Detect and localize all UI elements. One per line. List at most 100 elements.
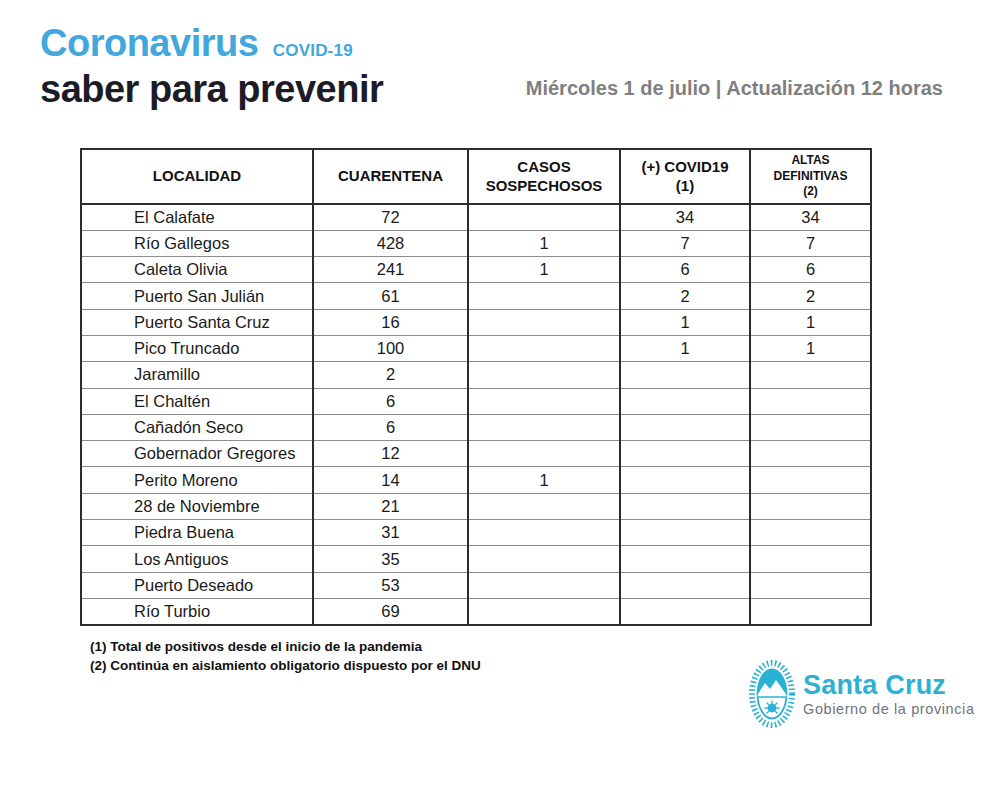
cell-covid19 <box>620 362 750 388</box>
cell-altas-definitivas <box>750 441 871 467</box>
column-header-casos-sospechosos: CASOS SOSPECHOSOS <box>468 149 620 204</box>
cell-casos-sospechosos <box>468 572 620 598</box>
column-header-localidad: LOCALIDAD <box>81 149 313 204</box>
table-row: El Calafate 72 34 34 <box>81 204 871 230</box>
table-row: Pico Truncado 100 1 1 <box>81 335 871 361</box>
table-row: Caleta Olivia 241 1 6 6 <box>81 257 871 283</box>
cell-localidad: Piedra Buena <box>81 520 313 546</box>
cell-localidad: Puerto Deseado <box>81 572 313 598</box>
dateline: Miércoles 1 de julio | Actualización 12 … <box>526 77 943 100</box>
footnotes: (1) Total de positivos desde el inicio d… <box>90 637 481 675</box>
cell-cuarentena: 12 <box>313 441 468 467</box>
cell-cuarentena: 69 <box>313 598 468 624</box>
brand-title: Coronavirus <box>40 22 258 64</box>
cell-casos-sospechosos <box>468 309 620 335</box>
cell-localidad: Los Antiguos <box>81 546 313 572</box>
cell-cuarentena: 6 <box>313 414 468 440</box>
cell-localidad: Caleta Olivia <box>81 257 313 283</box>
cell-localidad: Río Gallegos <box>81 230 313 256</box>
cell-altas-definitivas <box>750 414 871 440</box>
cell-casos-sospechosos <box>468 493 620 519</box>
cell-cuarentena: 2 <box>313 362 468 388</box>
cell-altas-definitivas <box>750 520 871 546</box>
column-header-cuarentena: CUARENTENA <box>313 149 468 204</box>
cell-localidad: 28 de Noviembre <box>81 493 313 519</box>
column-header-covid19: (+) COVID19 (1) <box>620 149 750 204</box>
cell-casos-sospechosos: 1 <box>468 230 620 256</box>
table-header: LOCALIDAD CUARENTENA CASOS SOSPECHOSOS (… <box>81 149 871 204</box>
cell-altas-definitivas <box>750 362 871 388</box>
cell-cuarentena: 21 <box>313 493 468 519</box>
page: Coronavirus COVID-19 saber para prevenir… <box>0 0 991 796</box>
cell-cuarentena: 14 <box>313 467 468 493</box>
table-row: Perito Moreno 14 1 <box>81 467 871 493</box>
cell-casos-sospechosos <box>468 362 620 388</box>
table-row: El Chaltén 6 <box>81 388 871 414</box>
cell-cuarentena: 241 <box>313 257 468 283</box>
cell-covid19 <box>620 520 750 546</box>
cell-cuarentena: 35 <box>313 546 468 572</box>
table-row: Jaramillo 2 <box>81 362 871 388</box>
cell-covid19 <box>620 598 750 624</box>
cell-localidad: Puerto San Julián <box>81 283 313 309</box>
cell-localidad: Jaramillo <box>81 362 313 388</box>
cell-covid19 <box>620 388 750 414</box>
table-container: LOCALIDAD CUARENTENA CASOS SOSPECHOSOS (… <box>80 148 870 626</box>
cell-casos-sospechosos <box>468 520 620 546</box>
cell-casos-sospechosos: 1 <box>468 467 620 493</box>
cell-covid19: 1 <box>620 309 750 335</box>
cell-covid19: 2 <box>620 283 750 309</box>
cell-covid19 <box>620 414 750 440</box>
cell-altas-definitivas <box>750 546 871 572</box>
cell-altas-definitivas: 34 <box>750 204 871 230</box>
table-row: Gobernador Gregores 12 <box>81 441 871 467</box>
logo-text: Santa Cruz Gobierno de la provincia <box>803 670 975 718</box>
santa-cruz-logo: Santa Cruz Gobierno de la provincia <box>748 658 975 730</box>
cell-localidad: Perito Moreno <box>81 467 313 493</box>
cell-altas-definitivas: 2 <box>750 283 871 309</box>
cell-covid19 <box>620 467 750 493</box>
cell-localidad: Puerto Santa Cruz <box>81 309 313 335</box>
santa-cruz-crest-icon <box>748 658 796 730</box>
table-row: Puerto Deseado 53 <box>81 572 871 598</box>
cell-cuarentena: 16 <box>313 309 468 335</box>
brand-covid-label: COVID-19 <box>273 41 353 60</box>
cell-casos-sospechosos <box>468 283 620 309</box>
cell-altas-definitivas <box>750 467 871 493</box>
table-body: El Calafate 72 34 34 Río Gallegos 428 1 … <box>81 204 871 625</box>
cell-localidad: Río Turbio <box>81 598 313 624</box>
cell-cuarentena: 31 <box>313 520 468 546</box>
brand-header: Coronavirus COVID-19 saber para prevenir <box>40 24 383 108</box>
cell-cuarentena: 6 <box>313 388 468 414</box>
cell-covid19: 34 <box>620 204 750 230</box>
cell-altas-definitivas <box>750 598 871 624</box>
cell-covid19 <box>620 546 750 572</box>
brand-line: Coronavirus COVID-19 <box>40 24 383 70</box>
table-row: Río Gallegos 428 1 7 7 <box>81 230 871 256</box>
cell-localidad: El Chaltén <box>81 388 313 414</box>
cell-altas-definitivas: 1 <box>750 335 871 361</box>
cell-cuarentena: 53 <box>313 572 468 598</box>
footnote-2: (2) Continúa en aislamiento obligatorio … <box>90 656 481 675</box>
cell-cuarentena: 72 <box>313 204 468 230</box>
cell-covid19: 1 <box>620 335 750 361</box>
footnote-1: (1) Total de positivos desde el inicio d… <box>90 637 481 656</box>
table-row: Cañadón Seco 6 <box>81 414 871 440</box>
cell-casos-sospechosos <box>468 414 620 440</box>
covid-table: LOCALIDAD CUARENTENA CASOS SOSPECHOSOS (… <box>80 148 872 626</box>
table-header-row: LOCALIDAD CUARENTENA CASOS SOSPECHOSOS (… <box>81 149 871 204</box>
table-row: Puerto San Julián 61 2 2 <box>81 283 871 309</box>
cell-covid19 <box>620 493 750 519</box>
cell-altas-definitivas: 6 <box>750 257 871 283</box>
cell-covid19 <box>620 572 750 598</box>
cell-casos-sospechosos <box>468 204 620 230</box>
logo-name: Santa Cruz <box>803 670 975 700</box>
cell-covid19: 6 <box>620 257 750 283</box>
table-row: 28 de Noviembre 21 <box>81 493 871 519</box>
cell-casos-sospechosos: 1 <box>468 257 620 283</box>
cell-casos-sospechosos <box>468 441 620 467</box>
cell-casos-sospechosos <box>468 546 620 572</box>
cell-casos-sospechosos <box>468 388 620 414</box>
cell-altas-definitivas <box>750 388 871 414</box>
cell-localidad: El Calafate <box>81 204 313 230</box>
